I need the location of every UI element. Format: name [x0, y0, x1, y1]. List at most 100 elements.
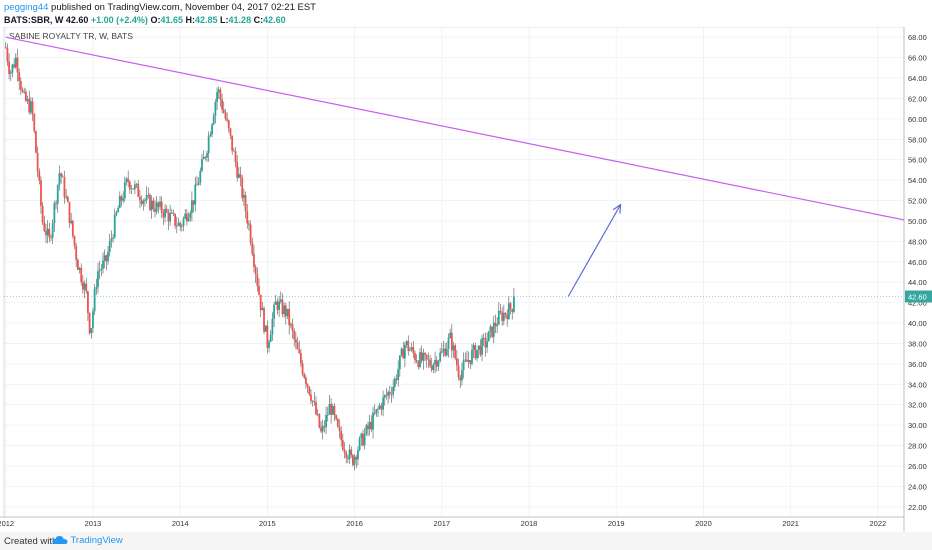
candle-body	[291, 324, 294, 332]
price-chart[interactable]: SABINE ROYALTY TR, W, BATS 22.00 24.00 26.…	[0, 27, 932, 532]
candle-body	[254, 266, 257, 275]
candle-body	[343, 449, 346, 453]
candle-body	[261, 307, 264, 311]
candle-body	[331, 405, 334, 415]
candle-body	[462, 360, 465, 371]
candle-body	[241, 177, 244, 198]
time-tick-label: 2018	[521, 519, 538, 528]
candle-body	[51, 223, 54, 238]
candle-body	[95, 287, 98, 289]
candle-body	[231, 135, 234, 151]
candle-body	[335, 415, 338, 419]
price-tick-label: 58.00	[908, 135, 927, 144]
ohlc-high: H:42.85	[185, 15, 218, 25]
candle-body	[293, 331, 296, 340]
candle-body	[373, 412, 376, 414]
candle-body	[403, 344, 406, 359]
candle-body	[472, 345, 475, 350]
candle-body	[201, 159, 203, 171]
time-tick-label: 2019	[608, 519, 625, 528]
candle-body	[467, 360, 470, 362]
candle-body	[395, 378, 398, 380]
candle-body	[256, 274, 259, 286]
candle-body	[212, 115, 215, 125]
candle-body	[58, 173, 61, 186]
created-with-text: Created with	[4, 536, 58, 547]
candle-body	[445, 348, 448, 356]
candle-body	[217, 89, 220, 93]
candle-body	[358, 438, 361, 451]
candle-body	[367, 425, 369, 430]
candle-body	[459, 377, 462, 381]
candle-body	[189, 213, 192, 218]
candle-body	[279, 299, 282, 302]
candle-body	[139, 196, 141, 201]
candle-body	[35, 131, 37, 153]
candle-body	[40, 180, 42, 206]
candle-body	[325, 414, 327, 428]
price-tick-label: 24.00	[908, 482, 927, 491]
candle-body	[48, 228, 51, 238]
candle-body	[380, 405, 383, 410]
candle-body	[184, 213, 187, 219]
candle-body	[414, 352, 416, 361]
candle-body	[133, 184, 136, 190]
candle-body	[300, 353, 302, 364]
candle-body	[196, 184, 198, 186]
candle-body	[192, 200, 195, 205]
price-tick-label: 46.00	[908, 258, 927, 267]
candle-body	[162, 212, 165, 218]
candle-body	[142, 200, 145, 204]
candle-body	[346, 457, 349, 460]
candle-body	[301, 363, 304, 375]
candles	[4, 42, 515, 471]
candle-body	[76, 259, 79, 270]
candle-body	[185, 213, 188, 222]
candle-body	[130, 188, 133, 190]
candle-body	[53, 203, 56, 224]
candle-body	[38, 171, 41, 181]
price-tick-label: 62.00	[908, 94, 927, 103]
author-link[interactable]: pegging44	[4, 2, 49, 13]
candle-body	[323, 426, 326, 428]
candle-body	[97, 271, 99, 288]
candle-body	[278, 301, 281, 310]
candle-body	[477, 345, 480, 350]
candle-body	[248, 223, 250, 225]
candle-body	[340, 430, 343, 441]
candle-body	[177, 222, 180, 226]
candle-body	[333, 405, 336, 416]
candle-body	[123, 182, 126, 199]
candle-body	[78, 267, 81, 270]
price-tick-label: 50.00	[908, 217, 927, 226]
candle-body	[237, 174, 240, 178]
candle-body	[494, 322, 497, 327]
candle-body	[405, 341, 408, 345]
price-tick-label: 22.00	[908, 503, 927, 512]
candle-body	[244, 195, 247, 212]
candle-body	[457, 365, 460, 378]
candle-body	[144, 200, 146, 202]
candle-body	[341, 440, 344, 450]
price-tick-label: 60.00	[908, 115, 927, 124]
candle-body	[191, 200, 193, 214]
candle-body	[18, 72, 21, 82]
candle-body	[313, 400, 316, 403]
candle-body	[108, 241, 111, 252]
candle-body	[504, 312, 507, 315]
candle-body	[388, 392, 391, 394]
candle-body	[66, 196, 69, 202]
candle-body	[113, 214, 116, 238]
candle-body	[179, 222, 182, 227]
candle-body	[229, 128, 232, 136]
candle-body	[311, 400, 314, 402]
symbol: BATS:SBR, W	[4, 15, 64, 25]
candle-body	[127, 178, 130, 182]
candle-body	[502, 312, 505, 321]
tradingview-logo[interactable]: TradingView	[52, 535, 123, 546]
time-tick-label: 2012	[0, 519, 14, 528]
candle-body	[306, 384, 309, 387]
candle-body	[149, 195, 151, 211]
candle-body	[71, 220, 74, 236]
candle-body	[402, 348, 405, 359]
